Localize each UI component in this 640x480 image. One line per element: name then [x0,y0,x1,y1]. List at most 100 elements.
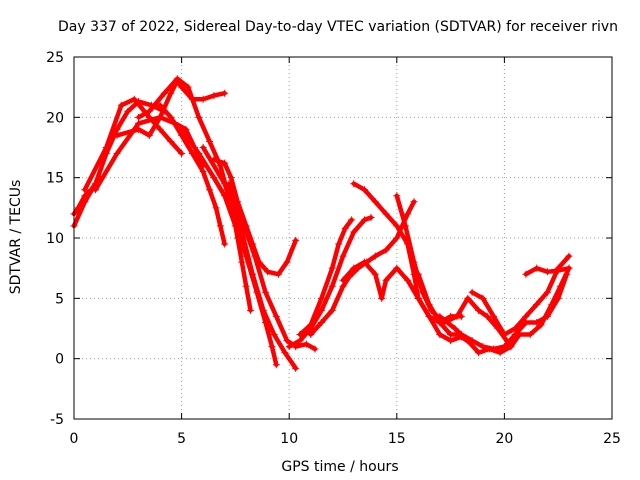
data-point [195,113,203,121]
data-point [296,331,304,339]
series-line [179,127,279,367]
data-point [317,306,325,314]
data-point [565,264,573,272]
data-point [249,270,257,278]
data-point [485,345,493,353]
series-line [82,96,184,192]
data-point [483,312,491,320]
x-axis-label: GPS time / hours [281,459,398,475]
data-point [350,228,358,236]
data-point [543,268,551,276]
data-point [414,270,422,278]
data-point [425,312,433,320]
data-point [475,306,483,314]
data-point [393,222,401,230]
data-point [292,364,300,372]
data-point [145,131,153,139]
data-point [533,264,541,272]
x-tick-label: 15 [388,431,406,447]
data-point [188,150,196,158]
data-point [533,300,541,308]
data-point [410,198,418,206]
data-point [367,213,375,221]
y-axis-label: SDTVAR / TECUs [8,180,24,295]
data-point [361,186,369,194]
data-point [206,186,214,194]
data-point [195,150,203,158]
data-point [436,318,444,326]
data-point [328,306,336,314]
data-point [102,144,110,151]
data-point [259,306,267,314]
data-point [81,192,89,200]
data-point [227,174,235,182]
data-point [262,288,270,296]
data-point [490,312,498,320]
data-point [178,150,186,158]
data-point [124,107,132,115]
x-tick-label: 5 [177,431,186,447]
data-point [160,89,168,97]
data-point [410,258,418,266]
data-point [81,186,89,194]
data-point [382,246,390,254]
x-tick-label: 25 [603,431,621,447]
data-point [184,83,192,91]
data-point [242,282,250,290]
data-point [371,270,379,278]
series-line [394,193,514,349]
data-point [173,75,181,83]
data-point [464,294,472,302]
data-point [341,224,349,232]
data-point [199,168,207,176]
data-point [292,236,300,244]
y-tick-label: 25 [46,50,64,66]
data-series [70,75,573,372]
data-point [393,234,401,242]
data-point [522,318,530,326]
data-point [251,252,259,260]
data-point [274,270,282,278]
data-point [167,137,175,145]
data-point [404,276,412,284]
data-point [216,222,224,230]
data-point [135,119,143,127]
data-point [210,92,218,100]
data-point [371,252,379,260]
data-point [533,318,541,326]
data-point [307,331,315,339]
data-point [87,186,95,194]
data-point [475,349,483,357]
data-point [225,180,233,188]
data-point [283,337,291,345]
series-6 [156,101,229,248]
data-point [451,325,459,332]
data-point [447,337,455,345]
data-point [348,216,356,224]
x-tick-label: 10 [280,431,298,447]
data-point [361,258,369,266]
data-point [145,107,153,115]
data-point [404,210,412,218]
data-point [328,282,336,290]
data-point [199,144,207,151]
data-point [74,204,82,212]
data-point [302,340,310,348]
data-point [382,210,390,218]
data-point [135,125,143,133]
axis-ticks: 0 5 10 15 20 25 -5 0 5 10 15 20 25 [46,50,621,447]
data-point [393,192,401,200]
data-point [401,222,409,230]
data-point [361,216,369,224]
data-point [436,331,444,339]
data-point [221,240,229,248]
data-point [522,312,530,320]
data-point [317,318,325,326]
data-point [378,294,386,302]
series-20 [522,264,573,278]
data-point [221,89,229,97]
data-point [543,288,551,296]
data-point [500,331,508,339]
